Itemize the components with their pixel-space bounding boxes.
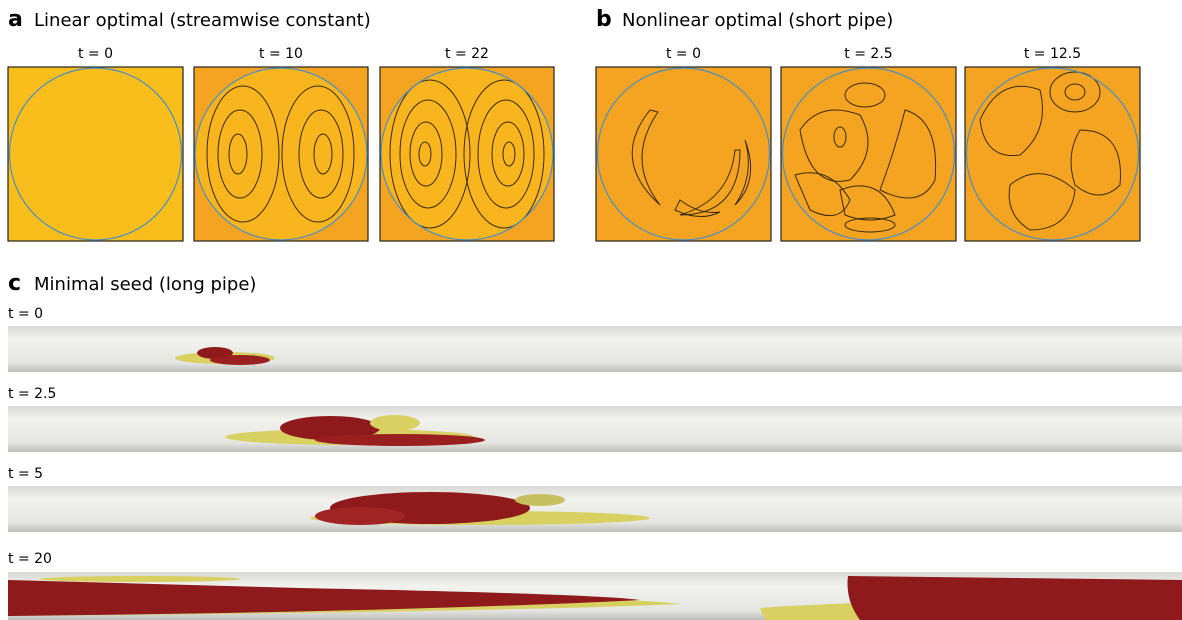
pipe bbox=[8, 406, 1182, 452]
frame bbox=[7, 66, 184, 242]
panel-letter: b bbox=[596, 7, 612, 32]
panel-letter: c bbox=[8, 271, 21, 296]
frame-label: t = 22 bbox=[445, 46, 489, 62]
frame-label: t = 10 bbox=[259, 46, 303, 62]
frame-label: t = 0 bbox=[8, 306, 43, 322]
frame bbox=[780, 66, 957, 242]
frame-label: t = 2.5 bbox=[8, 386, 56, 402]
frame bbox=[379, 66, 555, 242]
pipe bbox=[8, 486, 1182, 532]
panel-title: Minimal seed (long pipe) bbox=[34, 274, 256, 295]
frame bbox=[193, 66, 369, 242]
frame-label: t = 20 bbox=[8, 551, 52, 567]
panel-title: Nonlinear optimal (short pipe) bbox=[622, 10, 893, 31]
frame bbox=[595, 66, 772, 242]
panel-letter: a bbox=[8, 7, 23, 32]
frame-label: t = 0 bbox=[78, 46, 113, 62]
frame-label: t = 5 bbox=[8, 466, 43, 482]
frame-label: t = 0 bbox=[666, 46, 701, 62]
frame bbox=[964, 66, 1141, 242]
pipe bbox=[8, 572, 1182, 620]
frame-label: t = 12.5 bbox=[1024, 46, 1081, 62]
pipe bbox=[8, 326, 1182, 372]
frame-label: t = 2.5 bbox=[844, 46, 892, 62]
panel-title: Linear optimal (streamwise constant) bbox=[34, 10, 371, 31]
